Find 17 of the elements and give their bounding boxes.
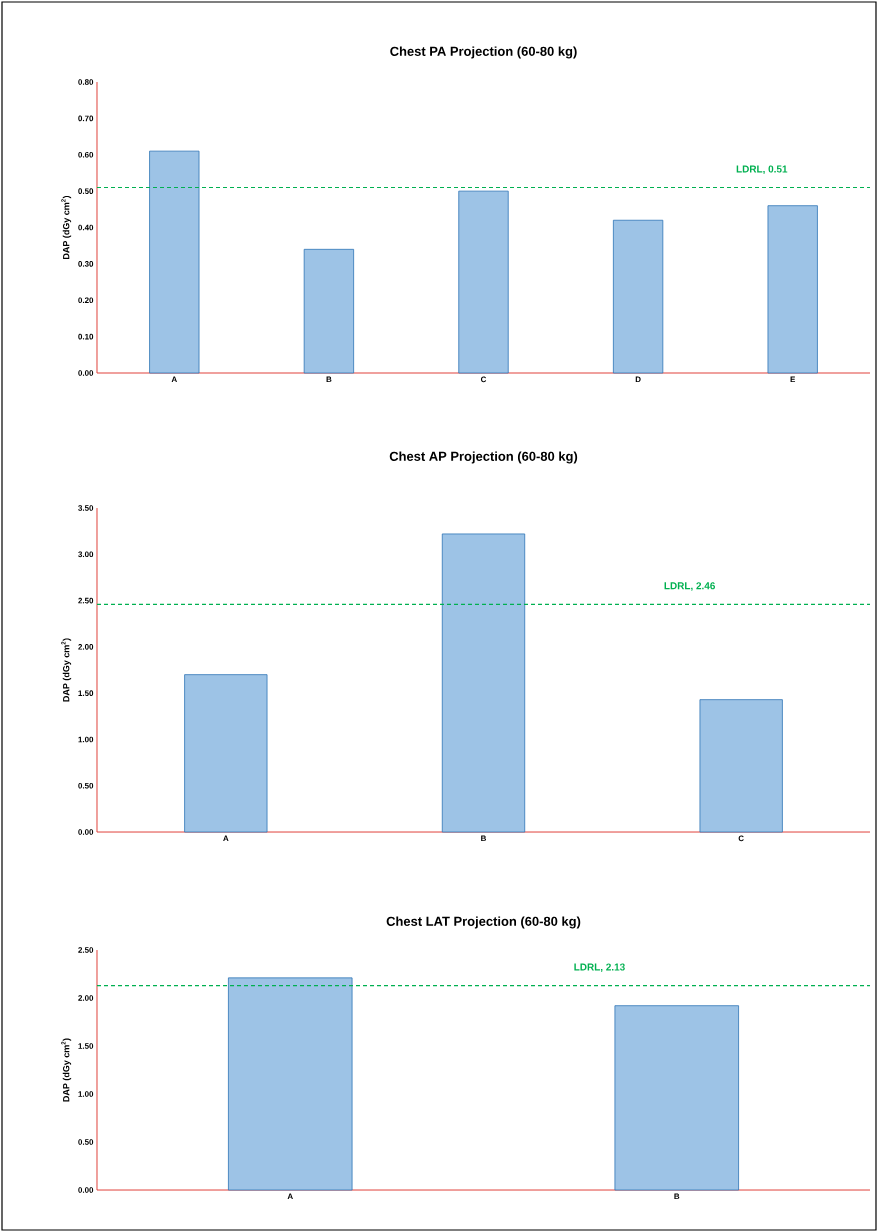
bar xyxy=(149,150,200,374)
ref-line-label: LDRL, 2.13 xyxy=(574,963,625,973)
y-axis-title: DAP (dGy cm$^{2}$) xyxy=(61,195,72,259)
chart-title: Chest LAT Projection (60-80 kg) xyxy=(386,916,581,929)
bar xyxy=(612,219,664,374)
bar xyxy=(441,533,526,833)
ref-line-label: LDRL, 0.51 xyxy=(736,165,788,174)
bar xyxy=(767,205,818,374)
chart-title: Chest AP Projection (60-80 kg) xyxy=(389,451,578,464)
bar xyxy=(458,190,509,374)
y-axis-title: DAP (dGy cm$^{2}$) xyxy=(61,1038,72,1102)
bar xyxy=(699,699,783,833)
y-axis-title: DAP (dGy cm$^{2}$) xyxy=(61,638,72,702)
chart-title: Chest PA Projection (60-80 kg) xyxy=(390,46,577,59)
bar xyxy=(303,248,355,374)
ref-line-label: LDRL, 2.46 xyxy=(664,582,716,591)
bar xyxy=(184,674,268,833)
